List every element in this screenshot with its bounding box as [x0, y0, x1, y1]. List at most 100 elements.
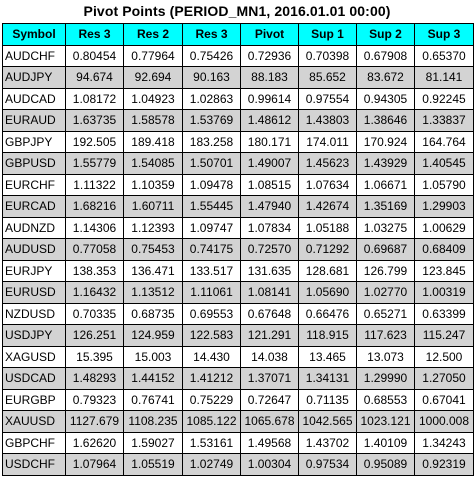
symbol-cell: GBPJPY — [2, 130, 66, 153]
value-cell: 15.395 — [65, 345, 124, 368]
table-row: GBPJPY 192.505 189.418 183.258 180.171 174.01… — [2, 130, 474, 153]
value-cell: 1.53769 — [182, 109, 241, 132]
value-cell: 1.06671 — [356, 173, 415, 196]
value-cell: 0.79323 — [65, 388, 124, 411]
value-cell: 13.465 — [298, 345, 357, 368]
value-cell: 192.505 — [65, 130, 124, 153]
symbol-cell: USDJPY — [2, 324, 66, 347]
value-cell: 0.65370 — [414, 44, 474, 67]
value-cell: 1.09747 — [182, 216, 241, 239]
value-cell: 1127.679 — [65, 410, 124, 433]
value-cell: 0.69553 — [182, 302, 241, 325]
table-row: EURCAD 1.68216 1.60711 1.55445 1.47940 1.4267… — [2, 195, 474, 218]
value-cell: 1.05790 — [414, 173, 474, 196]
column-header: Res 3 — [65, 23, 124, 46]
value-cell: 1.29903 — [414, 195, 474, 218]
value-cell: 117.623 — [356, 324, 415, 347]
value-cell: 0.99614 — [240, 87, 299, 110]
value-cell: 1.43929 — [356, 152, 415, 175]
value-cell: 1.58578 — [123, 109, 183, 132]
value-cell: 0.65271 — [356, 302, 415, 325]
value-cell: 0.69687 — [356, 238, 415, 261]
value-cell: 1065.678 — [240, 410, 299, 433]
value-cell: 0.68735 — [123, 302, 183, 325]
value-cell: 0.75229 — [182, 388, 241, 411]
value-cell: 1085.122 — [182, 410, 241, 433]
value-cell: 14.038 — [240, 345, 299, 368]
value-cell: 0.97554 — [298, 87, 357, 110]
value-cell: 0.76741 — [123, 388, 183, 411]
value-cell: 1.12393 — [123, 216, 183, 239]
value-cell: 90.163 — [182, 66, 241, 89]
value-cell: 0.67648 — [240, 302, 299, 325]
table-row: AUDCHF 0.80454 0.77964 0.75426 0.72936 0.7039… — [2, 44, 474, 67]
value-cell: 189.418 — [123, 130, 183, 153]
symbol-cell: XAGUSD — [2, 345, 66, 368]
value-cell: 0.95089 — [356, 453, 415, 476]
value-cell: 0.70398 — [298, 44, 357, 67]
table-row: AUDNZD 1.14306 1.12393 1.09747 1.07834 1.0518… — [2, 216, 474, 239]
value-cell: 88.183 — [240, 66, 299, 89]
value-cell: 94.674 — [65, 66, 124, 89]
table-row: AUDUSD 0.77058 0.75453 0.74175 0.72570 0.7129… — [2, 238, 474, 261]
column-header: Sup 1 — [298, 23, 357, 46]
table-row: AUDCAD 1.08172 1.04923 1.02863 0.99614 0.9755… — [2, 87, 474, 110]
value-cell: 1.48612 — [240, 109, 299, 132]
symbol-cell: EURGBP — [2, 388, 66, 411]
value-cell: 124.959 — [123, 324, 183, 347]
value-cell: 1.48293 — [65, 367, 124, 390]
value-cell: 0.68553 — [356, 388, 415, 411]
value-cell: 118.915 — [298, 324, 357, 347]
table-row: GBPCHF 1.62620 1.59027 1.53161 1.49568 1.4370… — [2, 431, 474, 454]
value-cell: 0.80454 — [65, 44, 124, 67]
value-cell: 1.43803 — [298, 109, 357, 132]
column-header: Pivot — [240, 23, 299, 46]
value-cell: 1.40545 — [414, 152, 474, 175]
value-cell: 183.258 — [182, 130, 241, 153]
table-row: AUDJPY 94.674 92.694 90.163 88.183 85.652 83.6… — [2, 66, 474, 89]
value-cell: 0.71292 — [298, 238, 357, 261]
table-row: USDJPY 126.251 124.959 122.583 121.291 118.91… — [2, 324, 474, 347]
value-cell: 1.43702 — [298, 431, 357, 454]
value-cell: 1.47940 — [240, 195, 299, 218]
header-row: Symbol Res 3 Res 2 Res 3 Pivot Sup 1 Sup 2 Sup … — [2, 23, 474, 46]
symbol-cell: GBPUSD — [2, 152, 66, 175]
value-cell: 1.00319 — [414, 281, 474, 304]
value-cell: 1.37071 — [240, 367, 299, 390]
table-row: GBPUSD 1.55779 1.54085 1.50701 1.49007 1.4562… — [2, 152, 474, 175]
value-cell: 0.67908 — [356, 44, 415, 67]
value-cell: 1.45623 — [298, 152, 357, 175]
value-cell: 0.75453 — [123, 238, 183, 261]
value-cell: 0.74175 — [182, 238, 241, 261]
value-cell: 1.53161 — [182, 431, 241, 454]
value-cell: 0.94305 — [356, 87, 415, 110]
table-row: XAUUSD 1127.679 1108.235 1085.122 1065.678 10… — [2, 410, 474, 433]
value-cell: 136.471 — [123, 259, 183, 282]
column-header: Sup 3 — [414, 23, 474, 46]
value-cell: 1.00304 — [240, 453, 299, 476]
value-cell: 1.13512 — [123, 281, 183, 304]
value-cell: 1.09478 — [182, 173, 241, 196]
value-cell: 123.845 — [414, 259, 474, 282]
value-cell: 1.54085 — [123, 152, 183, 175]
value-cell: 115.247 — [414, 324, 474, 347]
value-cell: 164.764 — [414, 130, 474, 153]
value-cell: 1.07834 — [240, 216, 299, 239]
column-header: Symbol — [2, 23, 66, 46]
value-cell: 1.02749 — [182, 453, 241, 476]
table-row: NZDUSD 0.70335 0.68735 0.69553 0.67648 0.6647… — [2, 302, 474, 325]
value-cell: 92.694 — [123, 66, 183, 89]
symbol-cell: NZDUSD — [2, 302, 66, 325]
value-cell: 1.44152 — [123, 367, 183, 390]
value-cell: 0.77964 — [123, 44, 183, 67]
table-row: USDCAD 1.48293 1.44152 1.41212 1.37071 1.3413… — [2, 367, 474, 390]
symbol-cell: EURUSD — [2, 281, 66, 304]
table-row: EURGBP 0.79323 0.76741 0.75229 0.72647 0.7113… — [2, 388, 474, 411]
value-cell: 174.011 — [298, 130, 357, 153]
value-cell: 1.05690 — [298, 281, 357, 304]
value-cell: 1.07634 — [298, 173, 357, 196]
symbol-cell: EURCAD — [2, 195, 66, 218]
value-cell: 1.55445 — [182, 195, 241, 218]
value-cell: 1.59027 — [123, 431, 183, 454]
